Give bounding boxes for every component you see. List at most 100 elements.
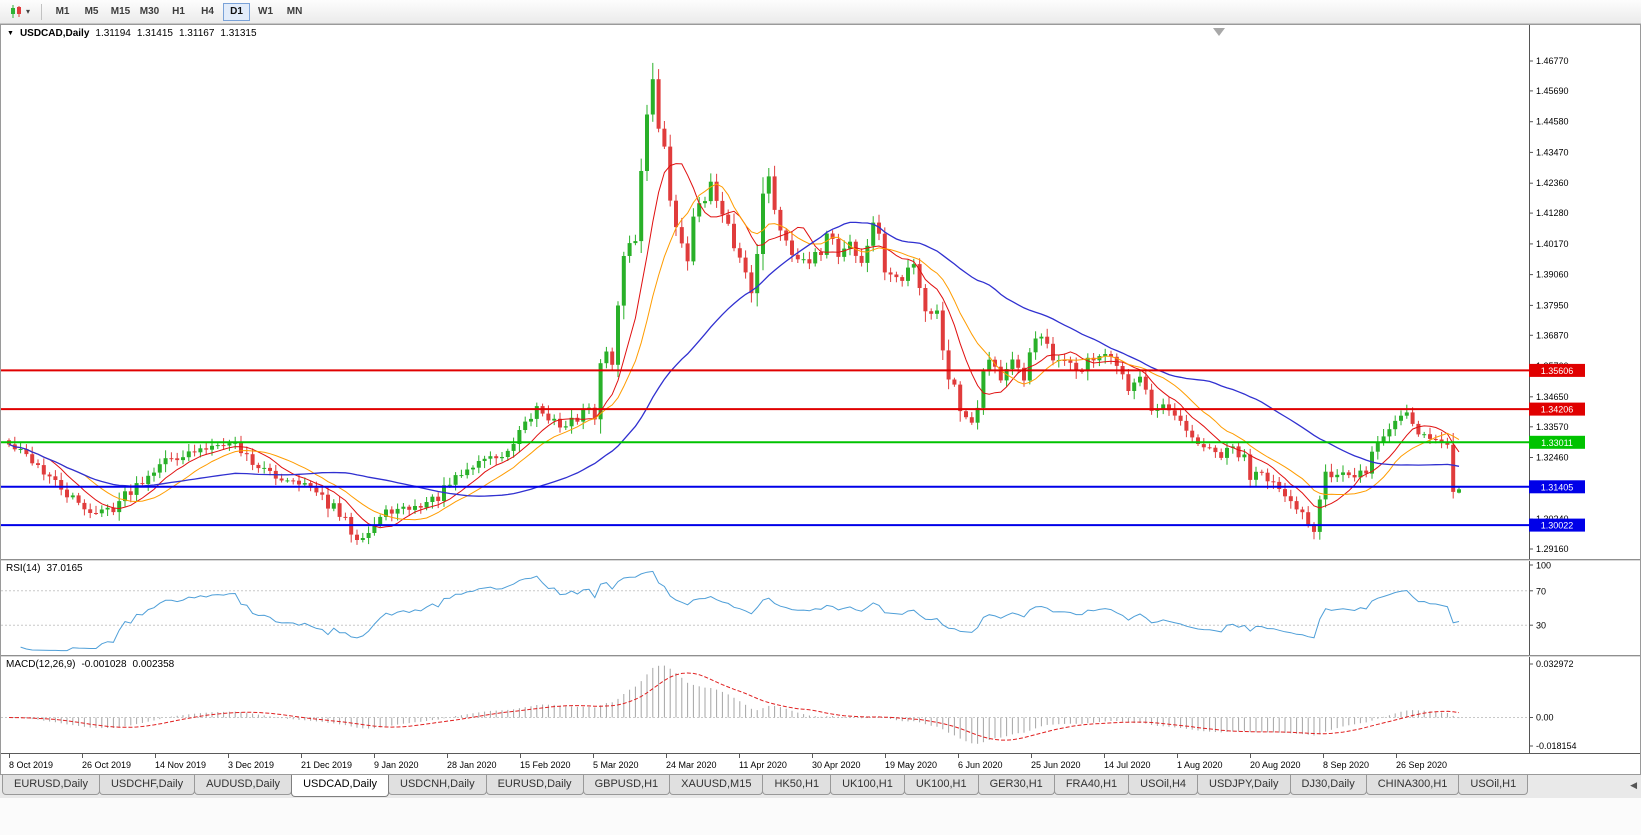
chart-tab[interactable]: GBPUSD,H1 bbox=[582, 775, 671, 795]
price-tick-label: 1.44580 bbox=[1536, 117, 1569, 127]
time-axis-label: 25 Jun 2020 bbox=[1031, 760, 1081, 770]
price-tick-label: 1.36870 bbox=[1536, 330, 1569, 340]
chart-tab[interactable]: USDCAD,Daily bbox=[291, 775, 390, 797]
macd-tick-label: -0.018154 bbox=[1536, 741, 1577, 751]
chart-tab[interactable]: EURUSD,Daily bbox=[2, 775, 100, 795]
time-axis-label: 1 Aug 2020 bbox=[1177, 760, 1223, 770]
price-tick-label: 1.33570 bbox=[1536, 422, 1569, 432]
macd-canvas[interactable]: 0.032972 0.00 -0.018154 bbox=[1, 657, 1640, 753]
macd-main-value: -0.001028 bbox=[81, 659, 127, 670]
time-axis-label: 28 Jan 2020 bbox=[447, 760, 497, 770]
timeframe-buttons: M1 M5 M15 M30 H1 H4 D1 W1 MN bbox=[48, 2, 309, 21]
time-axis-label: 20 Aug 2020 bbox=[1250, 760, 1301, 770]
timeframe-button-w1[interactable]: W1 bbox=[258, 6, 274, 17]
chart-window: ▼ USDCAD,Daily 1.31194 1.31415 1.31167 1… bbox=[0, 24, 1641, 775]
price-tick-label: 1.43470 bbox=[1536, 147, 1569, 157]
chart-tab[interactable]: EURUSD,Daily bbox=[485, 775, 584, 795]
chart-tab[interactable]: UK100,H1 bbox=[830, 775, 905, 795]
price-tick-label: 1.29160 bbox=[1536, 544, 1569, 554]
price-tick-label: 1.34650 bbox=[1536, 392, 1569, 402]
price-tick-label: 1.45690 bbox=[1536, 86, 1569, 96]
chart-tab[interactable]: FRA40,H1 bbox=[1053, 775, 1130, 795]
timeframe-button-m1[interactable]: M1 bbox=[55, 6, 70, 17]
time-axis-label: 30 Apr 2020 bbox=[812, 760, 861, 770]
macd-signal-value: 0.002358 bbox=[132, 659, 175, 670]
ma-line-14 bbox=[8, 183, 1460, 521]
time-axis-label: 9 Jan 2020 bbox=[374, 760, 419, 770]
price-level-tag bbox=[1529, 435, 1585, 449]
timeframe-button-mn[interactable]: MN bbox=[286, 6, 303, 17]
rsi-tick-label: 70 bbox=[1536, 586, 1546, 596]
macd-label: MACD(12,26,9) -0.001028 0.002358 bbox=[6, 659, 174, 670]
price-tick-label: 1.46770 bbox=[1536, 56, 1569, 66]
chart-tab[interactable]: USOil,H1 bbox=[1458, 775, 1529, 795]
chart-tab[interactable]: UK100,H1 bbox=[903, 775, 979, 795]
time-axis-label: 8 Oct 2019 bbox=[9, 760, 54, 770]
time-axis-label: 26 Oct 2019 bbox=[82, 760, 132, 770]
price-tick-label: 1.39060 bbox=[1536, 270, 1569, 280]
panel-resize-divider[interactable] bbox=[1, 655, 1640, 657]
status-strip bbox=[0, 798, 1641, 835]
chart-shift-marker[interactable] bbox=[1213, 28, 1225, 36]
candlestick-chart-icon bbox=[11, 5, 21, 18]
macd-panel: MACD(12,26,9) -0.001028 0.002358 0.03297… bbox=[1, 657, 1640, 753]
price-tick-label: 1.41280 bbox=[1536, 208, 1569, 218]
price-tick-label: 1.42360 bbox=[1536, 178, 1569, 188]
chart-tab[interactable]: USDCHF,Daily bbox=[98, 775, 196, 795]
time-axis-label: 15 Feb 2020 bbox=[520, 760, 571, 770]
time-axis-label: 11 Apr 2020 bbox=[739, 760, 787, 770]
chart-tab[interactable]: USDCNH,Daily bbox=[388, 775, 487, 795]
price-level-tag bbox=[1529, 363, 1585, 377]
price-tick-label: 1.32460 bbox=[1536, 453, 1569, 463]
price-level-tag bbox=[1529, 480, 1585, 494]
chart-tab[interactable]: XAUUSD,M15 bbox=[669, 775, 764, 795]
macd-name: MACD(12,26,9) bbox=[6, 659, 76, 670]
time-axis-label: 8 Sep 2020 bbox=[1323, 760, 1370, 770]
tab-scroll-left-button[interactable]: ◀ bbox=[1630, 780, 1637, 790]
chart-tab[interactable]: USOil,H4 bbox=[1128, 775, 1199, 795]
macd-signal-line bbox=[8, 672, 1460, 741]
svg-text:1.35606: 1.35606 bbox=[1541, 366, 1574, 376]
svg-text:1.34206: 1.34206 bbox=[1541, 405, 1574, 415]
macd-tick-label: 0.00 bbox=[1536, 713, 1554, 723]
chart-tab[interactable]: GER30,H1 bbox=[977, 775, 1055, 795]
chart-type-button[interactable]: ▾ bbox=[4, 2, 35, 21]
ma-line-40 bbox=[8, 221, 1460, 497]
chart-tab[interactable]: CHINA300,H1 bbox=[1365, 775, 1460, 795]
rsi-name: RSI(14) bbox=[6, 563, 41, 574]
time-axis-label: 5 Mar 2020 bbox=[593, 760, 639, 770]
rsi-label: RSI(14) 37.0165 bbox=[6, 563, 83, 574]
ma-line-8 bbox=[8, 163, 1460, 529]
rsi-canvas[interactable]: 100 70 30 bbox=[1, 561, 1640, 655]
chart-tab[interactable]: HK50,H1 bbox=[762, 775, 832, 795]
collapse-icon[interactable]: ▼ bbox=[7, 30, 14, 37]
price-chart-canvas[interactable]: 1.46770 1.45690 1.44580 1.43470 1.42360 1.412… bbox=[1, 25, 1640, 559]
price-tick-label: 1.37950 bbox=[1536, 300, 1569, 310]
time-axis-label: 14 Nov 2019 bbox=[155, 760, 207, 770]
price-tick-label: 1.40170 bbox=[1536, 239, 1569, 249]
time-axis-label: 19 May 2020 bbox=[885, 760, 938, 770]
time-axis-label: 26 Sep 2020 bbox=[1396, 760, 1448, 770]
price-level-tag bbox=[1529, 402, 1585, 416]
timeframe-button-m5[interactable]: M5 bbox=[84, 6, 99, 17]
timeframe-button-h1[interactable]: H1 bbox=[172, 6, 185, 17]
rsi-panel: RSI(14) 37.0165 100 70 30 bbox=[1, 561, 1640, 655]
timeframe-toolbar: ▾ M1 M5 M15 M30 H1 H4 D1 W1 MN bbox=[0, 0, 1641, 24]
price-level-tag bbox=[1529, 518, 1585, 532]
rsi-tick-label: 100 bbox=[1536, 561, 1551, 571]
chart-tab[interactable]: USDJPY,Daily bbox=[1197, 775, 1291, 795]
svg-text:1.33011: 1.33011 bbox=[1541, 438, 1573, 448]
chart-tab[interactable]: DJ30,Daily bbox=[1289, 775, 1367, 795]
time-axis-label: 21 Dec 2019 bbox=[301, 760, 353, 770]
chevron-down-icon: ▾ bbox=[26, 6, 31, 16]
chart-tab[interactable]: AUDUSD,Daily bbox=[194, 775, 293, 795]
macd-histogram bbox=[14, 665, 1460, 744]
timeframe-button-m15[interactable]: M15 bbox=[110, 6, 131, 17]
time-axis[interactable]: 8 Oct 2019 26 Oct 2019 14 Nov 2019 3 Dec 20… bbox=[1, 753, 1640, 774]
timeframe-button-h4[interactable]: H4 bbox=[201, 6, 214, 17]
timeframe-button-m30[interactable]: M30 bbox=[139, 6, 160, 17]
panel-resize-divider[interactable] bbox=[1, 559, 1640, 561]
svg-text:1.31405: 1.31405 bbox=[1541, 482, 1574, 492]
timeframe-button-d1[interactable]: D1 bbox=[223, 2, 251, 21]
time-axis-label: 6 Jun 2020 bbox=[958, 760, 1003, 770]
